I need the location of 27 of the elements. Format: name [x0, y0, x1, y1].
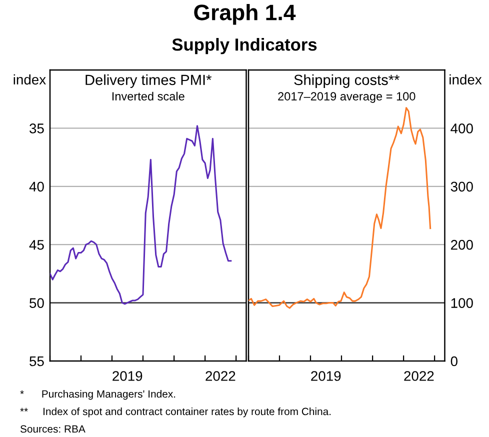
text: * Purchasing Managers' Index. — [20, 390, 176, 400]
y-tick-label: 50 — [30, 298, 44, 308]
caption: Graph 1.4 — [194, 4, 296, 25]
x-tick-label: 2022 — [206, 371, 236, 381]
y-tick-label: 55 — [30, 356, 44, 366]
y-tick-label: 45 — [29, 240, 44, 250]
chart-title: Shipping costs** — [294, 74, 400, 88]
text: Supply Indicators — [172, 38, 317, 54]
x-tick-label: 2019 — [112, 371, 142, 381]
y-tick-label: 300 — [450, 182, 473, 192]
y-tick-label: 0 — [450, 356, 458, 366]
x-tick-label: 2022 — [404, 371, 434, 381]
chart-title: Delivery times PMI* — [86, 74, 212, 88]
y-tick-label: 200 — [451, 240, 473, 250]
x-tick-label: 2019 — [311, 371, 341, 381]
text: Inverted scale — [112, 92, 184, 100]
text: 2017–2019 average = 100 — [278, 92, 416, 103]
y-axis-title: index — [450, 74, 482, 85]
line-series — [248, 107, 432, 309]
line-series — [50, 125, 232, 305]
text: ** Index of spot and contract container rates by route from China. — [20, 408, 331, 418]
source-note: Sources: RBA — [20, 425, 86, 433]
y-tick-label: 35 — [30, 124, 44, 134]
y-tick-label: 400 — [450, 124, 473, 134]
y-tick-label: 40 — [29, 182, 44, 192]
y-tick-label: 100 — [451, 298, 473, 308]
y-axis-title: index — [14, 74, 46, 85]
